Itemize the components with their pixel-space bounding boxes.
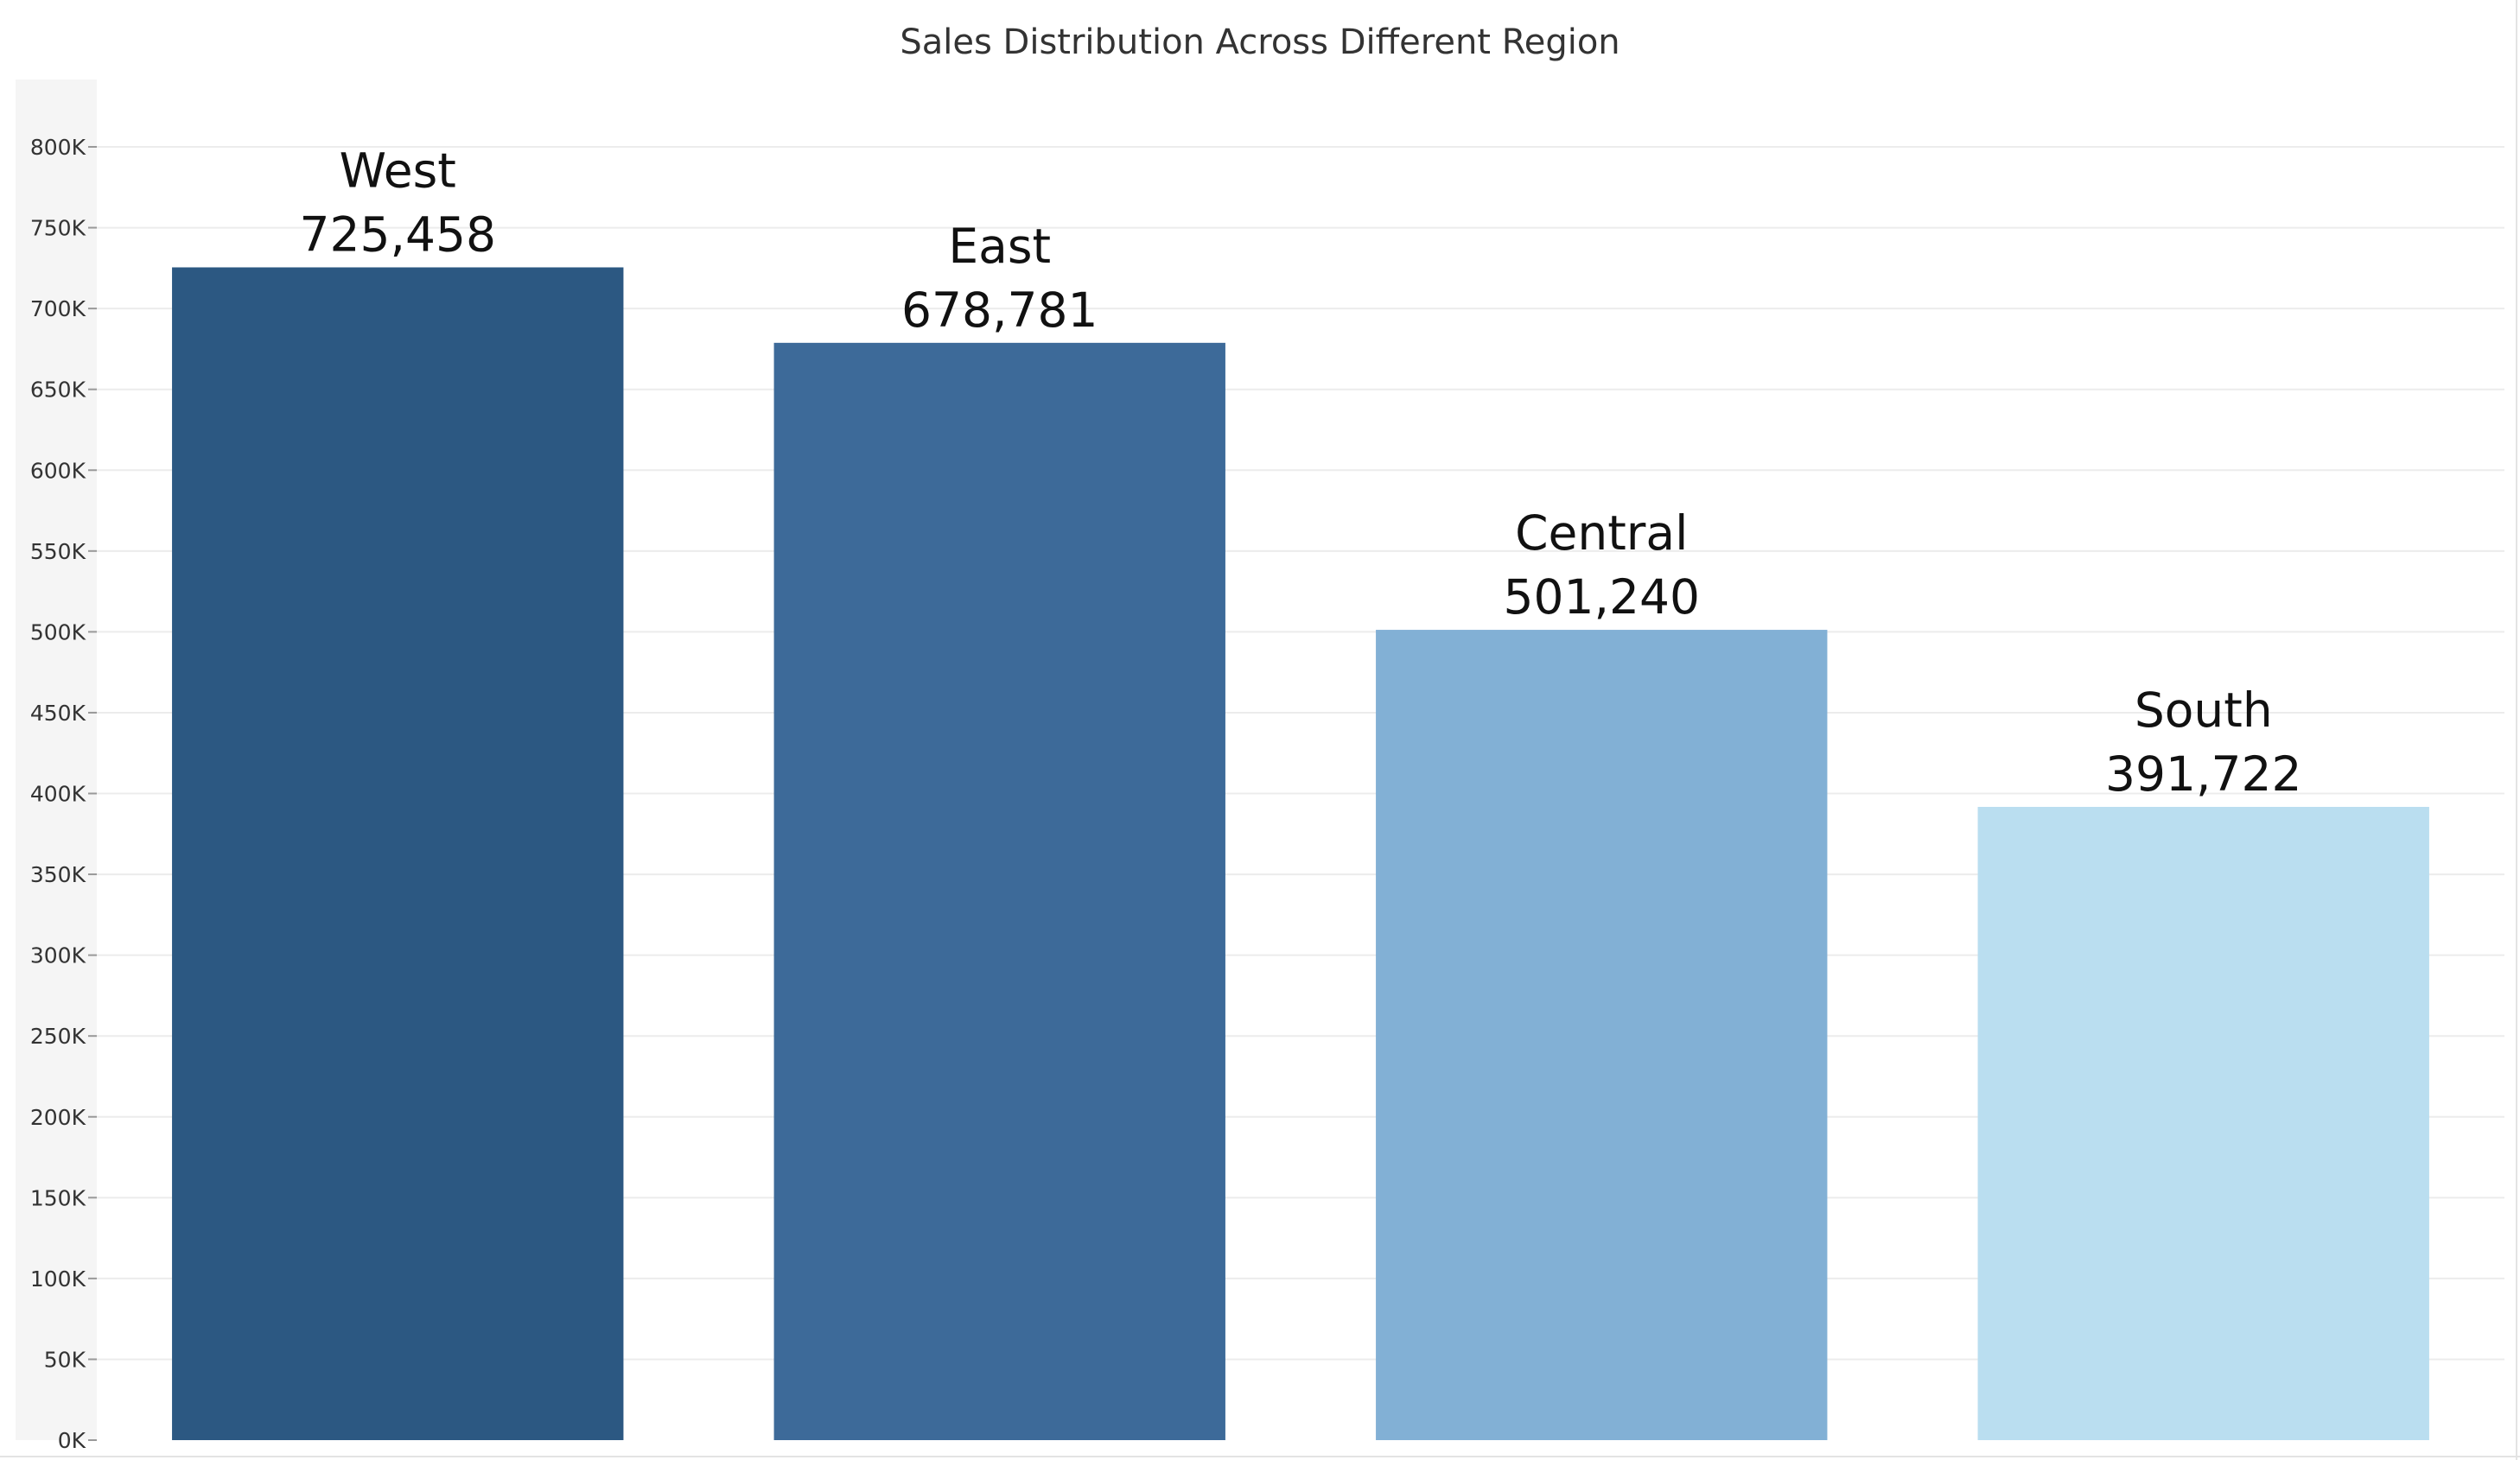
y-tick-label: 350K — [30, 862, 86, 887]
bar-value-label: 501,240 — [1504, 569, 1700, 625]
y-tick-label: 400K — [30, 782, 86, 807]
bar-category-label: South — [2135, 682, 2273, 738]
bar-category-label: East — [948, 219, 1051, 274]
y-tick-label: 0K — [58, 1428, 86, 1453]
bar-category-label: Central — [1515, 505, 1688, 561]
y-tick-label: 600K — [30, 458, 86, 483]
y-tick-label: 800K — [30, 135, 86, 160]
bar-value-label: 391,722 — [2105, 746, 2301, 802]
y-tick-label: 100K — [30, 1266, 86, 1292]
y-tick-label: 50K — [44, 1347, 86, 1372]
bar-south — [1977, 806, 2429, 1440]
bar-category-label: West — [340, 143, 456, 198]
bar-labels: West 725,458 East 678,781 Central 501,240 Sout… — [300, 143, 2302, 802]
y-axis: 0K 50K 100K 150K 200K 250K 300K 350K 400K 450K 500… — [30, 135, 97, 1453]
y-tick-label: 150K — [30, 1185, 86, 1210]
y-tick-label: 450K — [30, 701, 86, 726]
y-axis-panel — [16, 79, 97, 1440]
bar-value-label: 678,781 — [901, 282, 1098, 338]
y-tick-label: 500K — [30, 619, 86, 644]
y-tick-label: 200K — [30, 1105, 86, 1130]
bar-value-label: 725,458 — [300, 206, 496, 262]
y-tick-label: 550K — [30, 539, 86, 564]
y-tick-label: 750K — [30, 216, 86, 241]
y-tick-label: 700K — [30, 296, 86, 321]
y-tick-label: 650K — [30, 378, 86, 403]
bars — [172, 267, 2429, 1441]
bar-west — [172, 267, 624, 1441]
chart-title: Sales Distribution Across Different Regi… — [900, 22, 1620, 62]
bar-central — [1376, 630, 1828, 1440]
y-tick-label: 300K — [30, 943, 86, 968]
bar-east — [773, 342, 1225, 1440]
y-tick-label: 250K — [30, 1024, 86, 1049]
